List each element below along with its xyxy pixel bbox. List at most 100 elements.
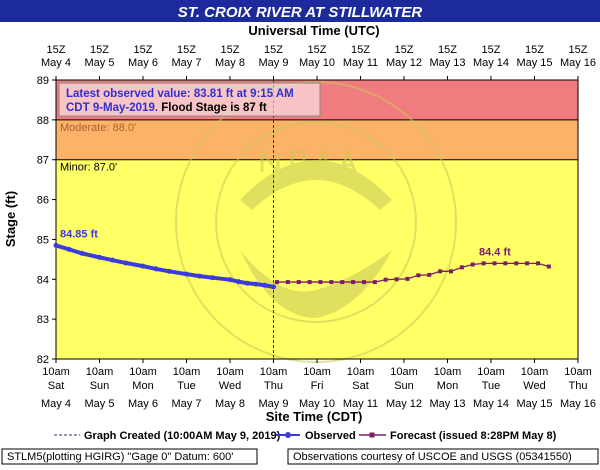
legend-observed-label: Observed (305, 430, 356, 442)
bottom-tick-date-8: May 12 (386, 398, 422, 410)
observed-point (271, 284, 276, 290)
chart-title: ST. CROIX RIVER AT STILLWATER (178, 4, 423, 21)
observed-point (166, 268, 172, 274)
y-axis: 82 83 84 85 86 87 88 89 (37, 75, 56, 366)
forecast-point (438, 269, 443, 274)
y-tick-label-6: 88 (37, 115, 49, 127)
top-tick-time-6: 15Z (308, 44, 327, 56)
latest-observed-date: CDT 9-May-2019. (66, 102, 158, 114)
top-tick-date-9: May 13 (429, 57, 465, 69)
series-layer (53, 242, 551, 290)
observed-point (236, 279, 242, 285)
y-tick-label-0: 82 (37, 354, 49, 366)
top-tick-date-1: May 5 (85, 57, 115, 69)
latest-observed-line1: Latest observed value: 83.81 ft at 9:15 … (66, 88, 294, 100)
forecast-point (459, 265, 464, 270)
observed-point (153, 266, 159, 272)
bottom-tick-weekday-9: Mon (437, 380, 458, 392)
observed-point (262, 282, 268, 288)
legend-observed-marker (285, 432, 291, 438)
forecast-point (307, 280, 312, 285)
observed-point (227, 277, 233, 283)
forecast-point (351, 280, 356, 285)
y-tick-label-1: 83 (37, 314, 49, 326)
top-tick-date-3: May 7 (172, 57, 202, 69)
stage-band-1 (56, 119, 578, 160)
annotations: 84.85 ft 84.4 ft (60, 228, 511, 258)
stage-bands: Moderate: 88.0' Minor: 87.0' (56, 80, 578, 359)
top-tick-date-10: May 14 (473, 57, 509, 69)
bottom-tick-date-5: May 9 (259, 398, 289, 410)
forecast-point (405, 276, 410, 281)
bottom-tick-date-0: May 4 (41, 398, 71, 410)
forecast-point (340, 280, 345, 285)
bottom-tick-date-4: May 8 (215, 398, 245, 410)
bottom-tick-weekday-8: Sun (394, 380, 414, 392)
forecast-point (296, 280, 301, 285)
forecast-point (481, 261, 486, 266)
bottom-tick-time-5: 10am (260, 366, 288, 378)
top-tick-date-4: May 8 (215, 57, 245, 69)
forecast-point (427, 272, 432, 277)
forecast-point (318, 280, 323, 285)
forecast-point (416, 273, 421, 278)
noaa-logo-wave-icon (240, 250, 392, 318)
top-tick-date-6: May 10 (299, 57, 335, 69)
bottom-tick-time-8: 10am (390, 366, 418, 378)
top-tick-time-3: 15Z (177, 44, 196, 56)
bottom-tick-weekday-12: Thu (569, 380, 588, 392)
bottom-tick-weekday-6: Fri (311, 380, 324, 392)
bottom-tick-time-4: 10am (216, 366, 244, 378)
top-tick-time-4: 15Z (221, 44, 240, 56)
y-tick-label-4: 86 (37, 195, 49, 207)
bottom-tick-time-3: 10am (173, 366, 201, 378)
top-axis-title: Universal Time (UTC) (248, 23, 379, 38)
observed-point (66, 246, 72, 252)
bottom-axis: 10am Sat May 4 10am Sun May 5 10am Mon May 6 10am… (41, 359, 596, 410)
bottom-axis-title: Site Time (CDT) (266, 409, 363, 424)
bottom-tick-date-9: May 13 (429, 398, 465, 410)
noaa-watermark (175, 81, 457, 363)
annotation-label-1: 84.4 ft (479, 246, 511, 258)
forecast-point (514, 261, 519, 266)
bottom-tick-weekday-0: Sat (48, 380, 65, 392)
forecast-point (394, 277, 399, 282)
bottom-tick-date-7: May 11 (343, 398, 378, 410)
y-tick-label-3: 85 (37, 234, 49, 246)
y-tick-label-7: 89 (37, 75, 49, 87)
bottom-tick-date-11: May 15 (516, 398, 552, 410)
top-tick-date-12: May 16 (560, 57, 596, 69)
stage-band-label-1: Moderate: 88.0' (60, 122, 136, 134)
latest-observed-box-bg (58, 82, 321, 117)
y-tick-label-5: 87 (37, 155, 49, 167)
legend-created-label: Graph Created (10:00AM May 9, 2019) (84, 430, 281, 442)
observed-point (253, 281, 259, 287)
bottom-tick-date-6: May 10 (299, 398, 335, 410)
forecast-point (361, 280, 366, 285)
legend: Graph Created (10:00AM May 9, 2019) Obse… (54, 430, 557, 442)
top-tick-time-9: 15Z (438, 44, 457, 56)
bottom-tick-time-0: 10am (42, 366, 70, 378)
stage-band-2 (56, 159, 578, 359)
observed-point (53, 242, 59, 248)
bottom-tick-weekday-4: Wed (219, 380, 241, 392)
forecast-point (492, 261, 497, 266)
top-tick-time-11: 15Z (525, 44, 544, 56)
bottom-tick-time-6: 10am (303, 366, 331, 378)
legend-forecast-label: Forecast (issued 8:28PM May 8) (390, 430, 557, 442)
top-tick-date-0: May 4 (41, 57, 71, 69)
forecast-point (503, 261, 508, 266)
top-tick-time-12: 15Z (569, 44, 588, 56)
bottom-tick-date-10: May 14 (473, 398, 509, 410)
footer-courtesy-text: Observations courtesy of USCOE and USGS … (293, 451, 572, 463)
top-tick-date-11: May 15 (516, 57, 552, 69)
bottom-tick-weekday-11: Wed (523, 380, 545, 392)
noaa-logo-letters-icon (260, 147, 357, 177)
top-tick-date-5: May 9 (259, 57, 289, 69)
forecast-point (383, 277, 388, 282)
bottom-tick-date-3: May 7 (172, 398, 202, 410)
observed-point (110, 257, 116, 263)
latest-observed-line2: CDT 9-May-2019. Flood Stage is 87 ft (66, 102, 267, 114)
